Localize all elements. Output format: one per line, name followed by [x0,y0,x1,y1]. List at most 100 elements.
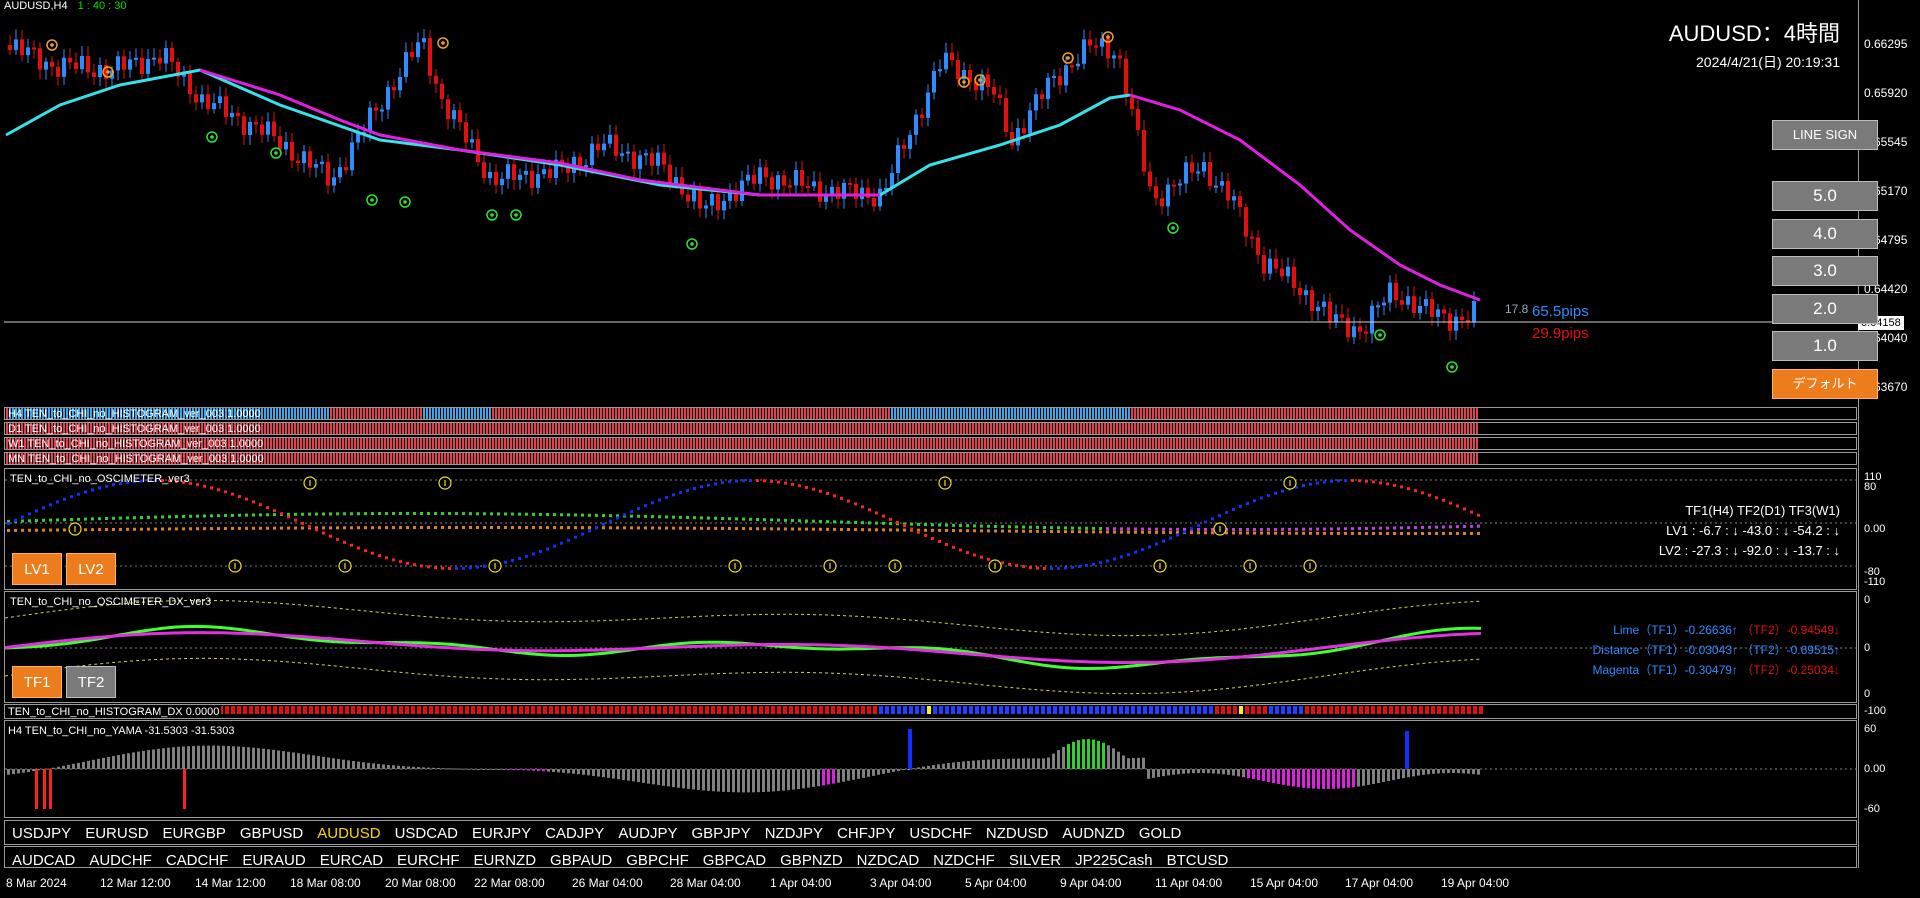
symbol-usdchf[interactable]: USDCHF [909,825,972,842]
symbol-nzdusd[interactable]: NZDUSD [985,825,1049,842]
candle [1418,296,1422,320]
histogram-bar [1272,408,1274,419]
histogram-bar [435,438,437,449]
histogram-bar [1017,423,1019,434]
symbol-usdjpy[interactable]: USDJPY [12,825,72,842]
histogram-bar [1425,453,1427,464]
symbol-eurgbp[interactable]: EURGBP [162,825,226,842]
histogram-bar [465,453,467,464]
hdx-bar [543,706,547,714]
osc-orange-dot [1190,531,1193,535]
symbol-euraud[interactable]: EURAUD [242,852,306,869]
histogram-bar [1452,453,1454,464]
symbol-gbpaud[interactable]: GBPAUD [550,852,613,869]
histogram-bar [372,408,374,419]
symbol-cadchf[interactable]: CADCHF [165,852,229,869]
histogram-bar [243,453,245,464]
symbol-eurusd[interactable]: EURUSD [85,825,149,842]
histogram-bar [198,438,200,449]
symbol-silver[interactable]: SILVER [1008,852,1062,869]
oscimeter-panel [4,468,1857,590]
histogram-bar [324,408,326,419]
tf2-button[interactable]: TF2 [66,666,116,698]
histogram-bar [279,438,281,449]
histogram-bar [1155,423,1157,434]
histogram-bar [933,438,935,449]
osc-orange-dot [966,529,969,533]
yama-bar [1112,748,1115,769]
candle [1466,310,1470,330]
candle [1244,202,1248,247]
candle [830,179,834,203]
histogram-bar [585,408,587,419]
hdx-bar [285,706,289,714]
histogram-bar [1353,423,1355,434]
symbol-audusd[interactable]: AUDUSD [317,825,381,842]
yama-bar [342,759,345,769]
histogram-bar [999,408,1001,419]
line-sign-button[interactable]: LINE SIGN [1772,120,1878,150]
yama-bar [562,769,565,773]
osc-main-dot [1162,539,1165,543]
histogram-bar [1197,453,1199,464]
symbol-audjpy[interactable]: AUDJPY [618,825,678,842]
histogram-bar [975,408,977,419]
histogram-bar [1347,423,1349,434]
osc-green-dot [308,512,311,516]
price-chart[interactable] [0,0,1858,405]
symbol-gbpusd[interactable]: GBPUSD [239,825,304,842]
symbol-jp225cash[interactable]: JP225Cash [1075,852,1153,869]
symbol-nzdjpy[interactable]: NZDJPY [764,825,824,842]
histogram-bar [12,453,14,464]
histogram-bar [864,423,866,434]
candle [212,93,216,114]
level-4-button[interactable]: 4.0 [1772,219,1878,249]
pips-blue-label: 65.5pips [1532,303,1589,320]
histogram-bar [639,438,641,449]
symbol-audnzd[interactable]: AUDNZD [1062,825,1125,842]
histogram-bar [363,408,365,419]
histogram-bar [264,438,266,449]
histogram-bar [1176,408,1178,419]
histogram-bar [480,408,482,419]
symbol-eurnzd[interactable]: EURNZD [473,852,537,869]
level-3-button[interactable]: 3.0 [1772,256,1878,286]
histogram-bar [597,408,599,419]
symbol-gbpchf[interactable]: GBPCHF [626,852,689,869]
histogram-bar [672,423,674,434]
histogram-bar [825,438,827,449]
histogram-bar [768,408,770,419]
symbol-gbpnzd[interactable]: GBPNZD [780,852,843,869]
symbol-eurchf[interactable]: EURCHF [397,852,460,869]
histogram-bar [915,423,917,434]
symbol-nzdcad[interactable]: NZDCAD [856,852,920,869]
symbol-audcad[interactable]: AUDCAD [12,852,76,869]
tf1-button[interactable]: TF1 [12,666,62,698]
symbol-usdcad[interactable]: USDCAD [394,825,458,842]
symbol-chfjpy[interactable]: CHFJPY [837,825,896,842]
symbol-eurcad[interactable]: EURCAD [319,852,384,869]
level-2-button[interactable]: 2.0 [1772,294,1878,324]
osc-main-dot [91,488,94,492]
symbol-cadjpy[interactable]: CADJPY [545,825,605,842]
level-5-button[interactable]: 5.0 [1772,181,1878,211]
symbol-audchf[interactable]: AUDCHF [89,852,152,869]
hdx-bar [525,706,529,714]
level-1-button[interactable]: 1.0 [1772,331,1878,361]
osc-orange-dot [1260,531,1263,535]
symbol-eurjpy[interactable]: EURJPY [471,825,532,842]
symbol-gbpjpy[interactable]: GBPJPY [691,825,751,842]
histogram-bar [270,438,272,449]
symbol-gbpcad[interactable]: GBPCAD [702,852,767,869]
symbol-gold[interactable]: GOLD [1138,825,1182,842]
lv2-button[interactable]: LV2 [66,553,116,585]
symbol-btcusd[interactable]: BTCUSD [1166,852,1229,869]
candle [794,161,798,194]
lv1-button[interactable]: LV1 [12,553,62,585]
symbol-nzdchf[interactable]: NZDCHF [933,852,995,869]
histogram-bar [174,423,176,434]
default-button[interactable]: デフォルト [1772,369,1878,399]
candle [1082,29,1086,70]
osc-green-dot [770,518,773,522]
osc-green-dot [1295,527,1298,531]
